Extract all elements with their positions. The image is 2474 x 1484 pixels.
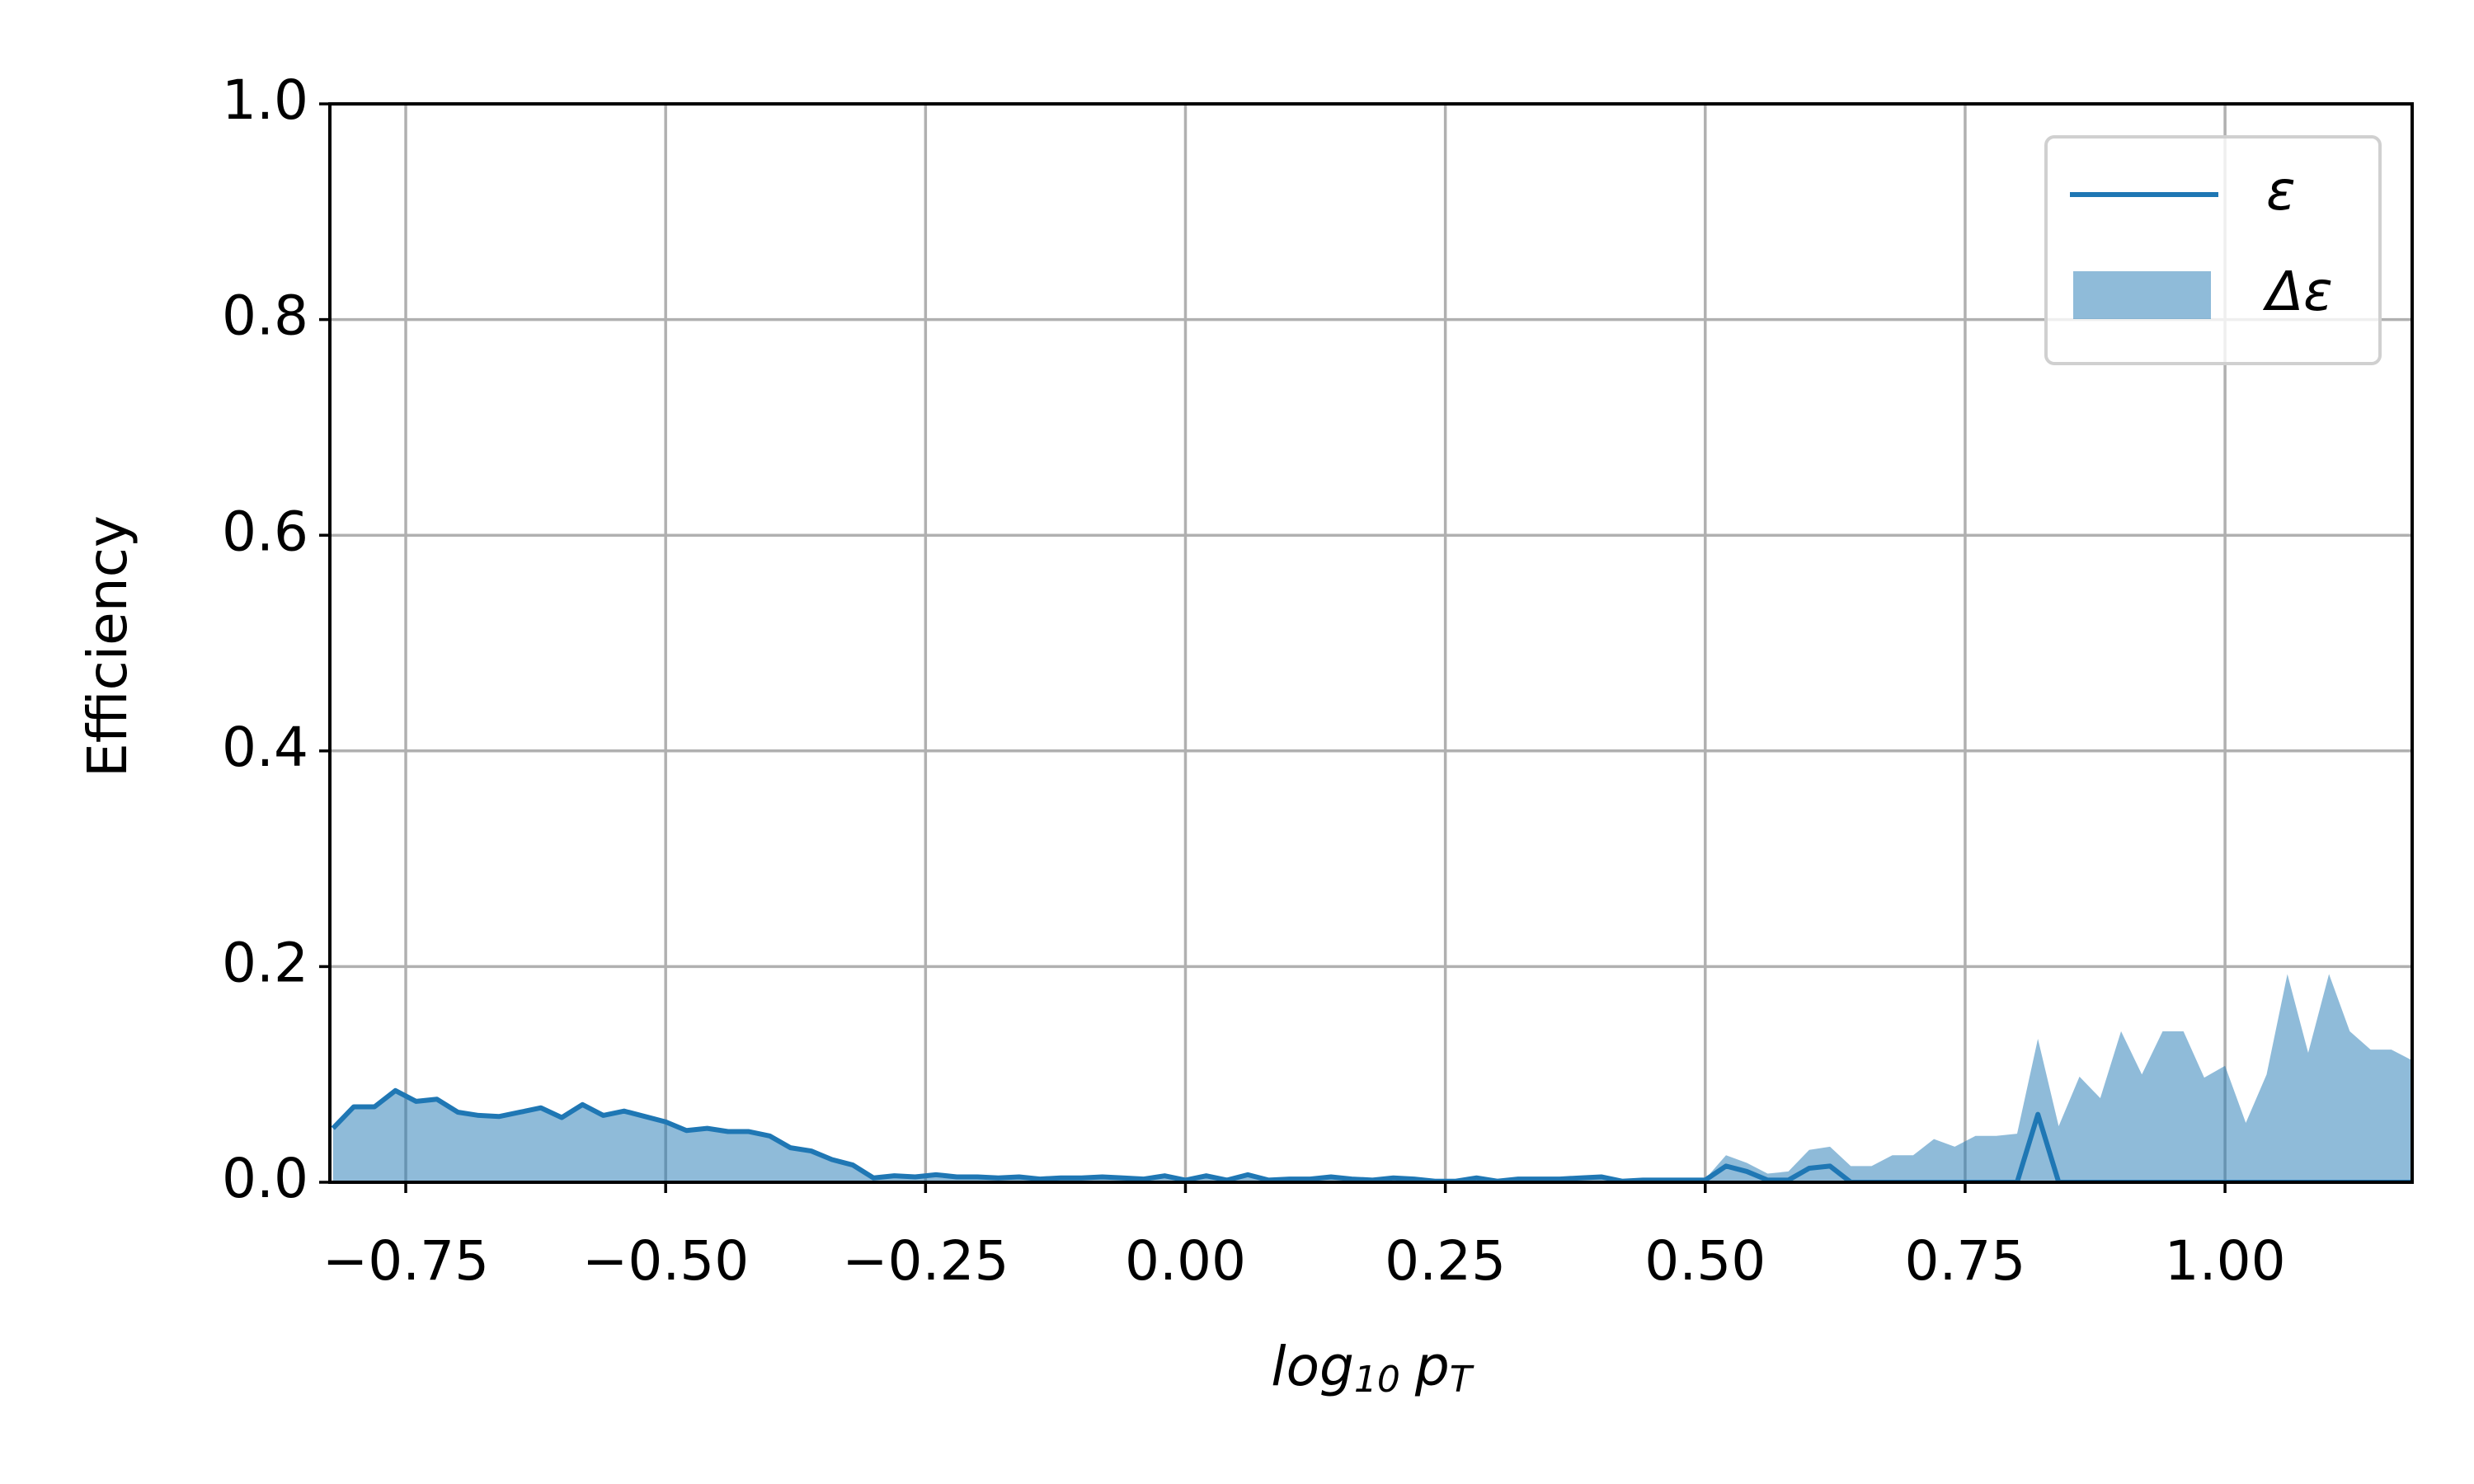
y-tick-label: 0.8 — [222, 284, 308, 348]
x-axis-label: log10 pT — [1271, 1335, 1475, 1401]
plot-layer — [331, 974, 2412, 1182]
y-tick-label: 0.6 — [222, 500, 308, 563]
x-tick-label: 0.75 — [1904, 1229, 2025, 1293]
x-tick-label: 0.50 — [1644, 1229, 1766, 1293]
legend-label: Δε — [2262, 260, 2333, 323]
x-label-part: 10 — [1354, 1359, 1400, 1401]
legend-label: ε — [2266, 159, 2296, 223]
y-tick-label: 0.4 — [222, 716, 308, 779]
x-tick-label: 0.25 — [1385, 1229, 1506, 1293]
y-tick-label: 0.2 — [222, 931, 308, 994]
y-tick-label: 0.0 — [222, 1147, 308, 1210]
efficiency-line — [331, 1087, 2412, 1182]
y-tick-label: 1.0 — [222, 68, 308, 132]
x-tick-label: 1.00 — [2165, 1229, 2286, 1293]
plot-frame — [328, 102, 2414, 1184]
x-label-part: T — [1450, 1359, 1475, 1401]
legend-box — [2044, 135, 2382, 365]
x-tick-label: −0.25 — [842, 1229, 1009, 1293]
error-band — [332, 974, 2412, 1182]
x-tick-label: 0.00 — [1125, 1229, 1246, 1293]
x-tick-label: −0.75 — [322, 1229, 489, 1293]
x-tick-label: −0.50 — [582, 1229, 749, 1293]
y-axis-label: Efficiency — [76, 515, 139, 777]
x-label-part: p — [1414, 1335, 1450, 1398]
legend-patch — [2073, 271, 2211, 319]
x-label-part: log — [1271, 1335, 1354, 1398]
